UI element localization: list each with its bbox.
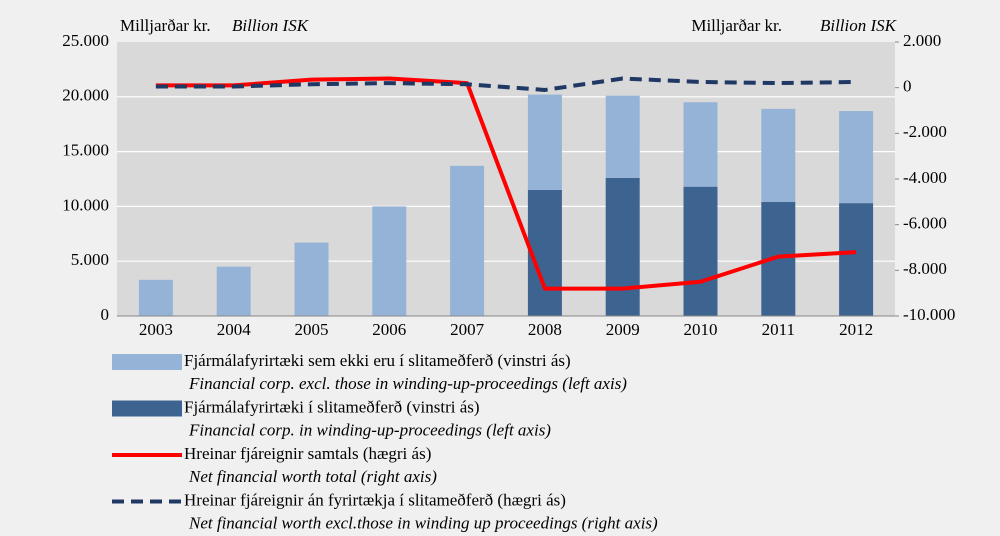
y-axis-label-en: Billion ISK xyxy=(232,16,310,35)
x-tick-label: 2010 xyxy=(684,320,718,339)
x-tick-label: 2009 xyxy=(606,320,640,339)
y2-tick-label: -8.000 xyxy=(903,259,947,278)
y-tick-label: 25.000 xyxy=(62,31,109,50)
bar xyxy=(761,108,796,203)
legend-label-en: Net financial worth excl.those in windin… xyxy=(188,513,658,532)
x-tick-label: 2007 xyxy=(450,320,485,339)
y2-tick-label: 0 xyxy=(903,77,912,96)
legend-label: Fjármálafyrirtæki sem ekki eru í slitame… xyxy=(184,351,571,370)
bar xyxy=(605,95,640,178)
bar xyxy=(372,206,407,316)
bar xyxy=(683,186,718,316)
bar xyxy=(839,203,874,316)
bar xyxy=(216,266,251,316)
y2-tick-label: 2.000 xyxy=(903,31,941,50)
legend-label-en: Financial corp. in winding-up-proceeding… xyxy=(188,420,551,439)
legend-swatch xyxy=(112,354,182,370)
x-tick-label: 2003 xyxy=(139,320,173,339)
y-tick-label: 20.000 xyxy=(62,86,109,105)
y2-axis-label-en: Billion ISK xyxy=(820,16,898,35)
y-tick-label: 5.000 xyxy=(71,250,109,269)
bar xyxy=(450,165,485,316)
y2-axis-label: Milljarðar kr. xyxy=(691,16,782,35)
y-tick-label: 10.000 xyxy=(62,195,109,214)
bar xyxy=(683,102,718,187)
x-tick-label: 2011 xyxy=(762,320,795,339)
x-tick-label: 2005 xyxy=(295,320,329,339)
bar xyxy=(294,242,329,316)
y2-tick-label: -2.000 xyxy=(903,122,947,141)
x-tick-label: 2008 xyxy=(528,320,562,339)
y-tick-label: 15.000 xyxy=(62,141,109,160)
y2-tick-label: -4.000 xyxy=(903,168,947,187)
y2-tick-label: -6.000 xyxy=(903,214,947,233)
legend-label: Hreinar fjáreignir samtals (hægri ás) xyxy=(184,444,431,463)
x-tick-label: 2012 xyxy=(839,320,873,339)
legend-label: Fjármálafyrirtæki í slitameðferð (vinstr… xyxy=(184,397,480,416)
bar xyxy=(138,279,173,316)
line-series xyxy=(155,76,857,92)
bar xyxy=(527,189,562,316)
bar xyxy=(527,94,562,190)
legend-label-en: Net financial worth total (right axis) xyxy=(188,467,437,486)
legend-label-en: Financial corp. excl. those in winding-u… xyxy=(188,374,627,393)
y-axis-label: Milljarðar kr. xyxy=(120,16,211,35)
y2-tick-label: -10.000 xyxy=(903,305,955,324)
bar xyxy=(839,111,874,204)
y-tick-label: 0 xyxy=(101,305,110,324)
legend-label: Hreinar fjáreignir án fyrirtækja í slita… xyxy=(184,490,566,509)
x-tick-label: 2004 xyxy=(217,320,252,339)
line-series xyxy=(155,76,857,291)
x-tick-label: 2006 xyxy=(372,320,406,339)
legend-swatch xyxy=(112,400,182,417)
bar xyxy=(605,177,640,316)
